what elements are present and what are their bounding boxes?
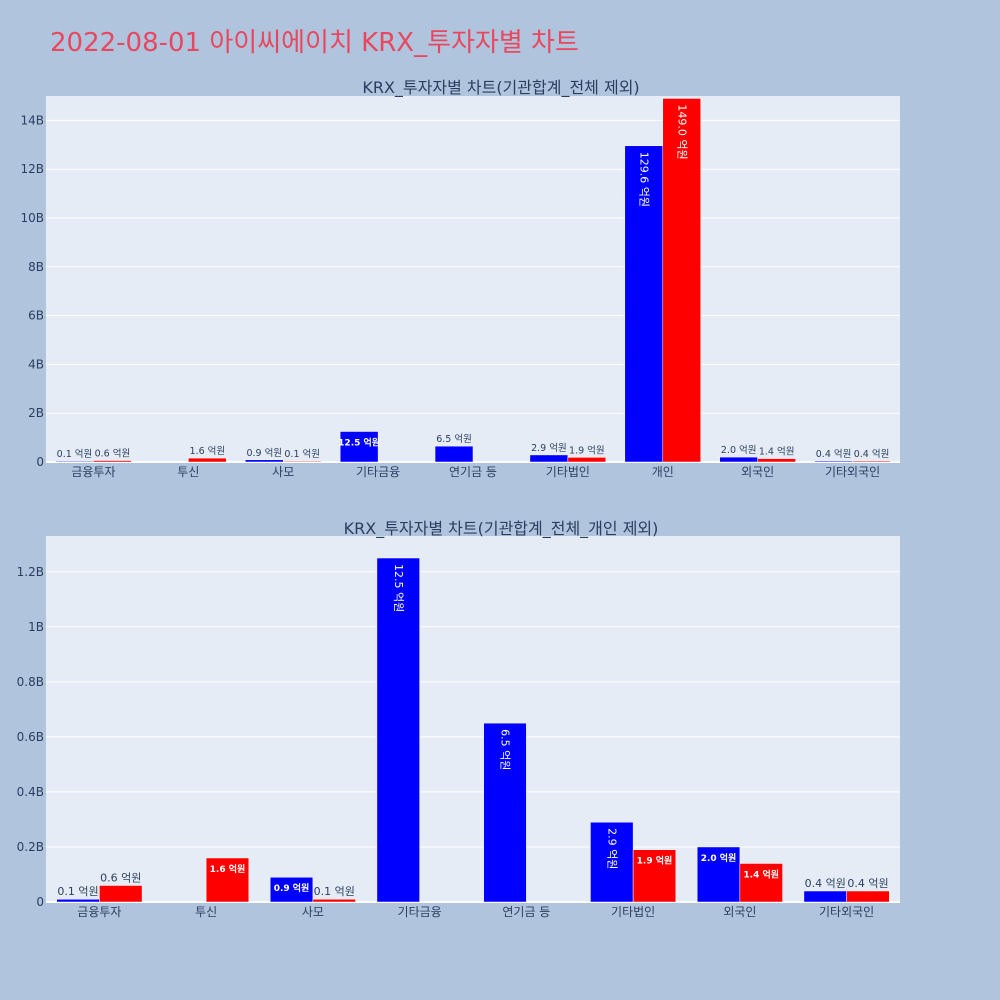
- data-label: 0.6 억원: [95, 448, 131, 460]
- data-label: 0.4 억원: [847, 877, 888, 890]
- x-tick-label: 사모: [302, 905, 324, 919]
- bar: [56, 898, 100, 903]
- data-label: 2.0 억원: [701, 852, 737, 864]
- data-label: 2.9 억원: [605, 828, 618, 869]
- chart-title: KRX_투자자별 차트(기관합계_전체_개인 제외): [344, 519, 659, 539]
- y-tick-label: 0.4B: [17, 785, 44, 799]
- y-tick-label: 0: [36, 895, 44, 909]
- bar: [757, 458, 796, 463]
- data-label: 149.0 억원: [675, 104, 688, 159]
- bar: [632, 849, 677, 903]
- bar: [590, 821, 634, 903]
- y-tick-label: 12B: [20, 162, 44, 176]
- bar: [696, 846, 741, 903]
- data-label: 1.9 억원: [569, 444, 605, 456]
- y-tick-label: 0.6B: [17, 730, 44, 744]
- x-tick-label: 연기금 등: [502, 905, 550, 919]
- x-tick-label: 연기금 등: [449, 465, 497, 479]
- x-tick-label: 기타법인: [546, 465, 590, 479]
- chart-bottom: KRX_투자자별 차트(기관합계_전체_개인 제외) 0 0.2B 0.4B 0.6B 0…: [17, 519, 900, 919]
- bar: [567, 457, 607, 463]
- bar: [719, 456, 758, 463]
- data-label: 0.1 억원: [57, 448, 93, 460]
- y-tick-label: 1.2B: [17, 565, 44, 579]
- bar: [205, 857, 250, 903]
- bar: [434, 445, 474, 463]
- x-tick-label: 외국인: [741, 465, 774, 479]
- data-label: 0.1 억원: [284, 448, 320, 460]
- bar: [803, 890, 847, 903]
- data-label: 1.4 억원: [759, 446, 795, 458]
- bar: [483, 722, 527, 903]
- bar: [93, 460, 132, 463]
- y-tick-label: 8B: [28, 260, 44, 274]
- bar: [312, 898, 356, 903]
- y-tick-label: 2B: [28, 406, 44, 420]
- data-label: 12.5 억원: [338, 437, 380, 449]
- y-tick-label: 0.8B: [17, 675, 44, 689]
- x-tick-label: 기타외국인: [825, 465, 880, 479]
- plot-area: [46, 536, 900, 902]
- x-tick-label: 기타금융: [398, 905, 442, 919]
- data-label: 1.6 억원: [210, 863, 246, 875]
- data-label: 0.9 억원: [246, 447, 282, 459]
- bar: [376, 557, 420, 903]
- x-tick-label: 기타외국인: [819, 905, 874, 919]
- data-label: 0.9 억원: [274, 882, 310, 894]
- x-tick-label: 투신: [195, 905, 217, 919]
- bar: [852, 460, 891, 463]
- x-tick-label: 금융투자: [77, 905, 121, 919]
- bar: [99, 885, 143, 903]
- plot-area: [46, 96, 900, 462]
- bar: [662, 98, 701, 463]
- bar: [739, 863, 783, 903]
- data-label: 129.6 억원: [637, 152, 650, 207]
- bar: [339, 431, 379, 463]
- x-tick-label: 금융투자: [71, 465, 115, 479]
- data-label: 0.4 억원: [816, 448, 852, 460]
- y-tick-label: 1B: [28, 620, 44, 634]
- data-label: 0.4 억원: [854, 448, 890, 460]
- y-tick-label: 10B: [20, 211, 44, 225]
- y-tick-label: 0.2B: [17, 840, 44, 854]
- bar: [188, 457, 227, 463]
- y-tick-label: 4B: [28, 357, 44, 371]
- x-tick-label: 투신: [177, 465, 199, 479]
- x-tick-label: 개인: [652, 465, 674, 479]
- x-tick-label: 기타법인: [611, 905, 655, 919]
- data-label: 2.0 억원: [721, 444, 757, 456]
- data-label: 1.6 억원: [190, 445, 226, 457]
- bar: [245, 459, 284, 463]
- x-tick-label: 외국인: [723, 905, 756, 919]
- y-tick-label: 14B: [20, 113, 44, 127]
- data-label: 12.5 억원: [392, 564, 405, 612]
- data-label: 0.1 억원: [314, 885, 355, 898]
- data-label: 1.9 억원: [637, 855, 673, 867]
- data-label: 1.4 억원: [743, 868, 779, 880]
- y-tick-label: 6B: [28, 309, 44, 323]
- x-tick-label: 기타금융: [356, 465, 400, 479]
- data-label: 6.5 억원: [499, 729, 512, 770]
- bar: [846, 890, 890, 903]
- data-label: 0.6 억원: [100, 871, 141, 884]
- chart-top: KRX_투자자별 차트(기관합계_전체 제외) 0 2B 4B 6B 8B 10B 12B 14…: [20, 78, 900, 479]
- chart-title: KRX_투자자별 차트(기관합계_전체 제외): [362, 78, 639, 98]
- bar: [529, 454, 569, 463]
- bar: [269, 876, 314, 903]
- bar: [624, 145, 664, 463]
- bar: [282, 460, 322, 463]
- bar: [55, 460, 94, 463]
- bar: [814, 460, 853, 463]
- data-label: 6.5 억원: [436, 433, 472, 445]
- page-title: 2022-08-01 아이씨에이치 KRX_투자자별 차트: [50, 28, 579, 58]
- x-tick-label: 사모: [272, 465, 294, 479]
- y-tick-label: 0: [36, 455, 44, 469]
- data-label: 0.4 억원: [805, 877, 846, 890]
- data-label: 0.1 억원: [57, 885, 98, 898]
- data-label: 2.9 억원: [531, 442, 567, 454]
